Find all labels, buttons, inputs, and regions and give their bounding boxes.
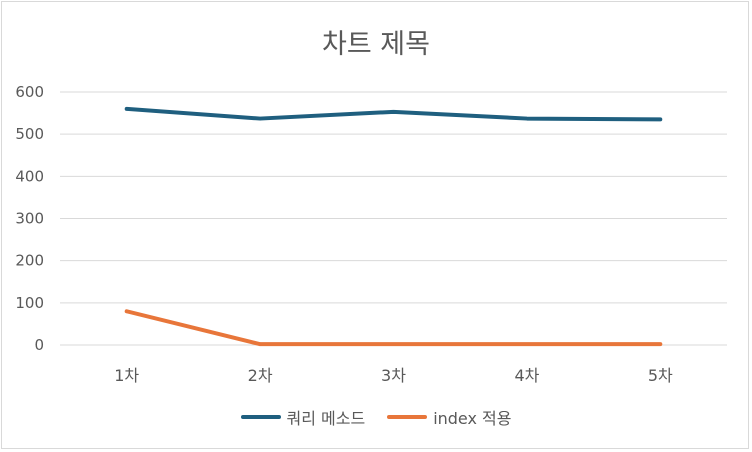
y-tick-label: 600 — [15, 83, 44, 101]
x-tick-label: 5차 — [648, 366, 673, 385]
x-tick-label: 3차 — [381, 366, 406, 385]
y-tick-label: 500 — [15, 125, 44, 143]
y-tick-label: 0 — [34, 336, 44, 354]
y-tick-label: 100 — [15, 294, 44, 312]
y-tick-label: 200 — [15, 252, 44, 270]
y-tick-label: 300 — [15, 210, 44, 228]
chart-title: 차트 제목 — [322, 29, 430, 60]
legend-label-series-1: 쿼리 메소드 — [286, 409, 366, 428]
legend-swatch-series-2 — [387, 415, 428, 419]
legend-item-series-2: index 적용 — [387, 405, 512, 429]
legend-label-series-2: index 적용 — [433, 409, 512, 428]
y-tick-label: 400 — [15, 167, 44, 185]
x-tick-label: 1차 — [114, 366, 139, 385]
x-tick-label: 2차 — [248, 366, 273, 385]
legend: 쿼리 메소드 index 적용 — [0, 405, 752, 429]
legend-swatch-series-1 — [240, 415, 281, 419]
series-line-2 — [124, 309, 663, 347]
series-line-1 — [124, 106, 663, 122]
x-tick-label: 4차 — [514, 366, 539, 385]
legend-item-series-1: 쿼리 메소드 — [240, 405, 366, 429]
